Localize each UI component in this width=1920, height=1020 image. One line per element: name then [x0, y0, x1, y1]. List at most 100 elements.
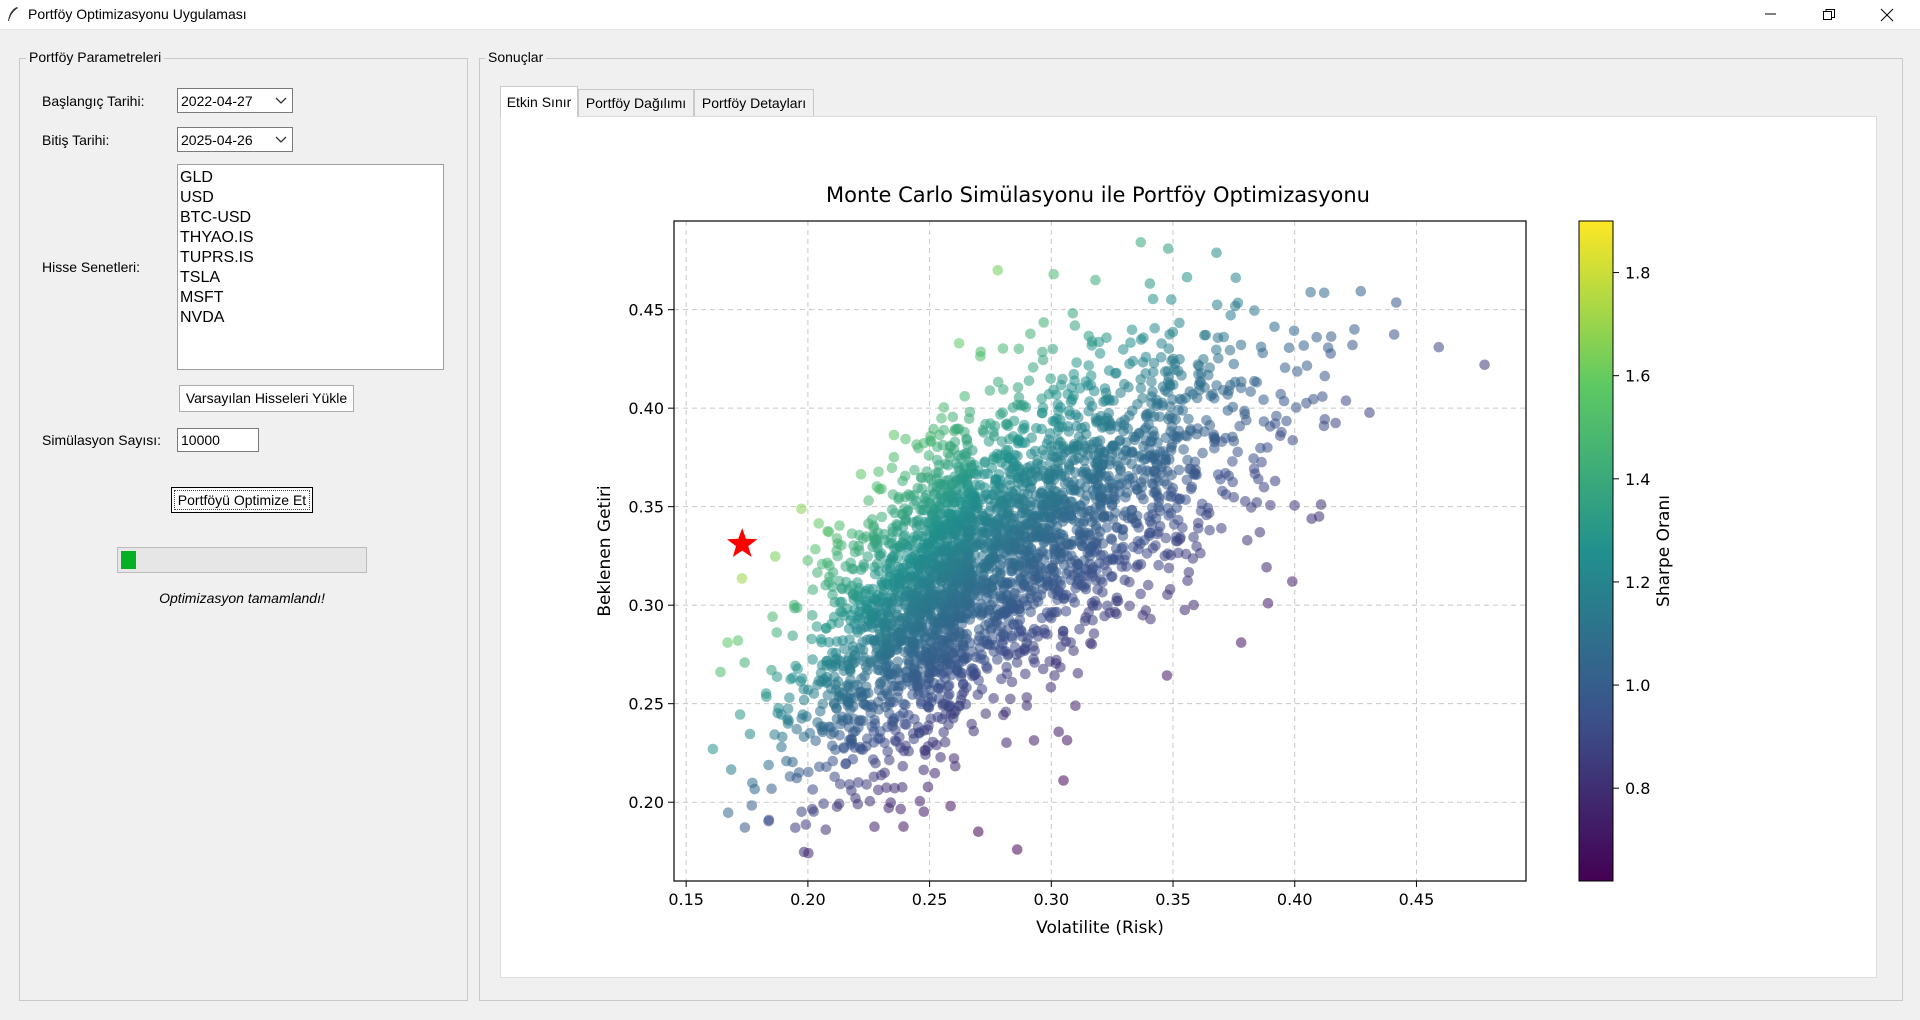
colorbar-tick-label: 0.8	[1625, 779, 1650, 798]
scatter-point	[1258, 416, 1270, 427]
scatter-point	[1164, 584, 1176, 595]
scatter-point	[788, 599, 800, 611]
scatter-point	[807, 803, 818, 815]
scatter-point	[964, 406, 976, 418]
scatter-point	[871, 558, 883, 570]
tab-portfolio-allocation[interactable]: Portföy Dağılımı	[578, 89, 694, 116]
scatter-point	[897, 782, 908, 793]
scatter-point	[1161, 670, 1173, 681]
scatter-point	[813, 518, 825, 529]
scatter-point	[1023, 375, 1035, 387]
scatter-point	[1159, 476, 1170, 487]
scatter-point	[837, 711, 848, 723]
list-item[interactable]: NVDA	[180, 309, 225, 326]
scatter-point	[918, 806, 930, 817]
scatter-point	[827, 740, 838, 751]
scatter-point	[893, 561, 904, 573]
scatter-point	[975, 346, 986, 358]
list-item[interactable]: BTC-USD	[180, 209, 252, 226]
scatter-point	[1162, 503, 1174, 514]
scatter-point	[1230, 272, 1242, 284]
scatter-point	[1119, 574, 1131, 586]
results-group	[479, 58, 1903, 1001]
scatter-point	[1287, 435, 1299, 446]
scatter-point	[992, 376, 1004, 388]
simulation-count-input[interactable]: 10000	[177, 428, 259, 452]
scatter-point	[891, 519, 902, 530]
window-title: Portföy Optimizasyonu Uygulaması	[28, 6, 247, 22]
scatter-point	[862, 551, 874, 562]
scatter-point	[847, 754, 859, 765]
scatter-point	[1119, 378, 1130, 390]
scatter-point	[1157, 446, 1169, 457]
scatter-point	[807, 784, 819, 795]
scatter-point	[812, 717, 823, 728]
scatter-point	[1305, 286, 1316, 298]
list-item[interactable]: THYAO.IS	[180, 229, 254, 246]
scatter-point	[1053, 726, 1064, 738]
list-item[interactable]: MSFT	[180, 289, 224, 306]
scatter-point	[1014, 614, 1026, 626]
scatter-point	[1178, 444, 1189, 455]
scatter-point	[1021, 692, 1033, 703]
scatter-point	[1167, 353, 1179, 365]
scatter-point	[1044, 428, 1056, 439]
scatter-point	[814, 761, 825, 773]
scatter-point	[947, 411, 959, 423]
list-item[interactable]: USD	[180, 189, 214, 206]
scatter-point	[1171, 531, 1182, 543]
stocks-listbox[interactable]: GLD USD BTC-USD THYAO.IS TUPRS.IS TSLA M…	[177, 164, 444, 370]
scatter-point	[1123, 471, 1134, 482]
load-default-stocks-button[interactable]: Varsayılan Hisseleri Yükle	[179, 385, 354, 412]
scatter-point	[1136, 450, 1147, 461]
scatter-point	[771, 627, 783, 638]
list-item[interactable]: TUPRS.IS	[180, 249, 254, 266]
scatter-point	[1111, 592, 1123, 604]
restore-button[interactable]	[1800, 0, 1858, 29]
scatter-point	[796, 503, 807, 515]
title-bar: Portföy Optimizasyonu Uygulaması	[0, 0, 1920, 30]
scatter-point	[1001, 737, 1012, 748]
scatter-point	[937, 439, 949, 451]
optimize-portfolio-button[interactable]: Portföyü Optimize Et	[171, 487, 313, 513]
end-date-label: Bitiş Tarihi:	[42, 132, 110, 148]
scatter-point	[1049, 670, 1060, 681]
results-group-title: Sonuçlar	[485, 49, 547, 65]
list-item[interactable]: TSLA	[180, 269, 221, 286]
scatter-point	[818, 798, 829, 809]
scatter-point	[938, 727, 949, 738]
scatter-point	[1071, 421, 1082, 432]
tab-portfolio-details[interactable]: Portföy Detayları	[694, 89, 814, 116]
scatter-point	[1072, 668, 1084, 679]
scatter-point	[1135, 237, 1147, 248]
scatter-point	[1192, 423, 1203, 434]
scatter-point	[1279, 362, 1291, 373]
scatter-point	[1228, 358, 1240, 370]
scatter-point	[873, 784, 884, 796]
tab-efficient-frontier[interactable]: Etkin Sınır	[500, 86, 578, 117]
scatter-point	[876, 511, 888, 523]
scatter-point	[976, 684, 988, 695]
minimize-button[interactable]	[1742, 0, 1800, 29]
scatter-point	[914, 795, 926, 807]
scatter-point	[936, 413, 947, 424]
close-button[interactable]	[1858, 0, 1916, 29]
scatter-point	[1142, 579, 1154, 591]
scatter-point	[855, 469, 867, 480]
scatter-point	[1287, 576, 1298, 587]
scatter-point	[1079, 463, 1091, 475]
scatter-point	[1094, 558, 1105, 569]
scatter-point	[1071, 357, 1082, 368]
list-item[interactable]: GLD	[180, 169, 213, 186]
scatter-point	[1008, 415, 1020, 427]
scatter-point	[1147, 293, 1159, 305]
scatter-point	[1140, 605, 1152, 616]
scatter-point	[1125, 337, 1136, 348]
end-date-combobox[interactable]: 2025-04-26	[177, 127, 293, 152]
start-date-combobox[interactable]: 2022-04-27	[177, 88, 293, 113]
scatter-point	[715, 666, 726, 678]
status-text: Optimizasyon tamamlandı!	[159, 590, 325, 606]
scatter-point	[898, 821, 909, 832]
scatter-point	[796, 806, 807, 818]
scatter-point	[1184, 386, 1196, 397]
